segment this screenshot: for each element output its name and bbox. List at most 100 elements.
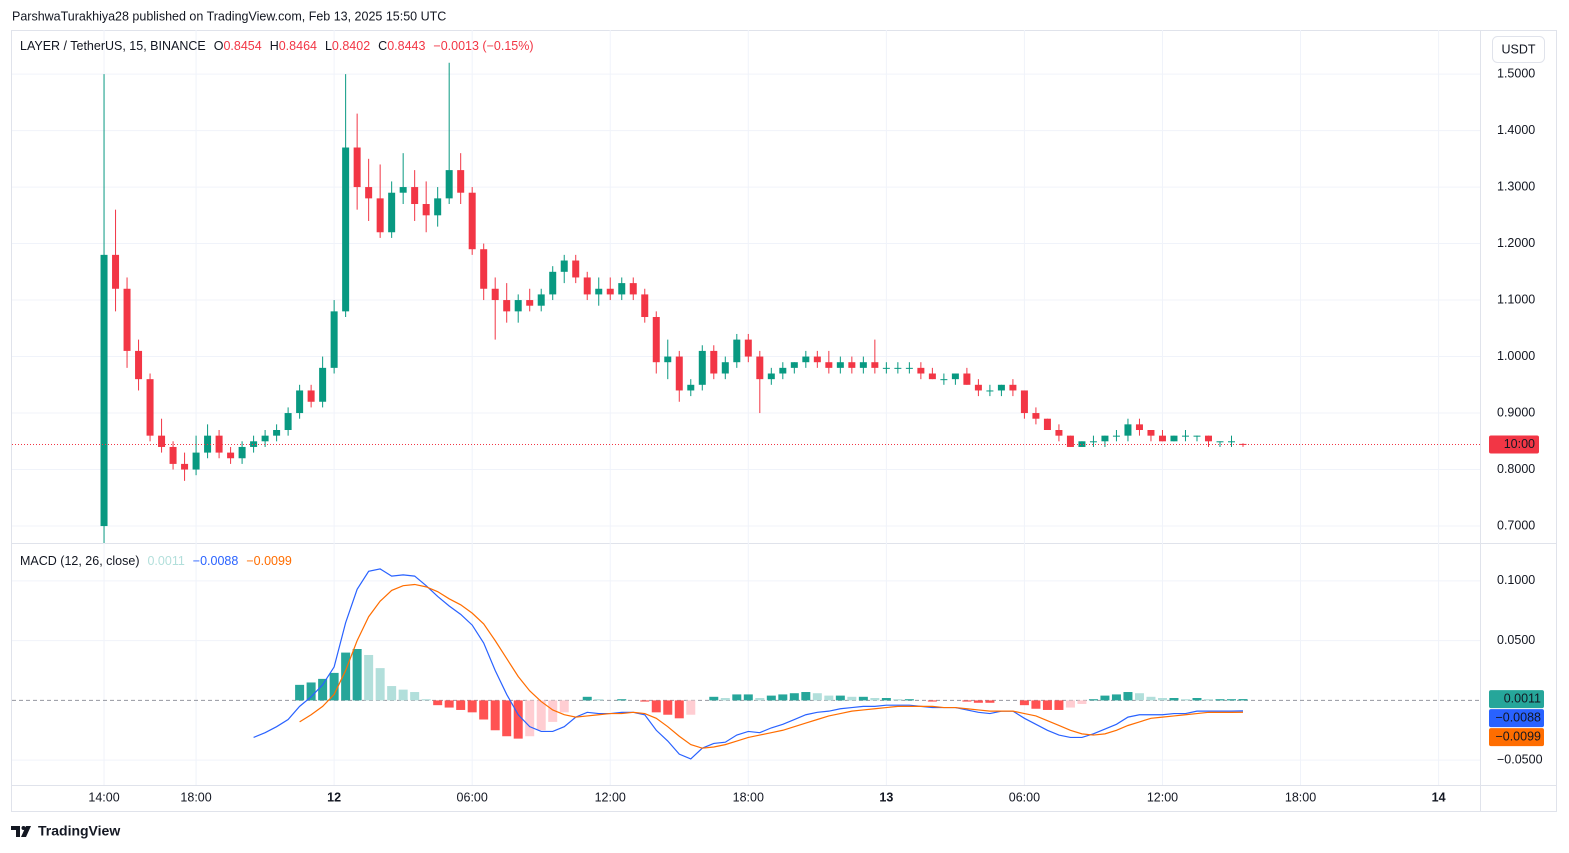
candle-body (802, 356, 810, 363)
candle-body (1112, 435, 1120, 437)
y-tick-label: 0.7000 (1497, 518, 1535, 532)
histogram-bar (709, 696, 719, 701)
candle-body (629, 283, 637, 295)
candle-body (744, 339, 752, 357)
histogram-bar (1100, 695, 1110, 701)
candle-body (1066, 435, 1074, 447)
candle-body (986, 390, 994, 392)
candle-body (330, 311, 338, 368)
x-tick-label: 12:00 (1147, 790, 1178, 804)
candle-body (503, 300, 511, 312)
candle-body (572, 260, 580, 278)
candle-body (1043, 418, 1051, 431)
currency-label[interactable]: USDT (1501, 42, 1535, 56)
candle-body (457, 170, 465, 193)
histogram-bar (352, 649, 362, 701)
histogram-bar (1042, 700, 1052, 710)
x-tick-label: 13 (879, 790, 893, 804)
candle-body (848, 362, 856, 368)
candle-body (1239, 443, 1247, 445)
candle-body (871, 362, 879, 368)
y-tick-label: 0.9000 (1497, 405, 1535, 419)
candle-body (583, 277, 591, 295)
candle-body (365, 187, 373, 199)
candle-body (917, 367, 925, 374)
x-tick-label: 06:00 (457, 790, 488, 804)
histogram-bar (1169, 697, 1179, 701)
candle-body (721, 362, 729, 374)
histogram-bar (1134, 693, 1144, 701)
candle-body (779, 367, 787, 374)
histogram-bar (743, 694, 753, 701)
histogram-bar (456, 700, 466, 710)
histogram-bar (1180, 699, 1190, 701)
candle-body (882, 367, 890, 369)
currency-button-box[interactable] (1492, 36, 1545, 63)
candle-body (940, 379, 948, 381)
value-tag-label: −0.0088 (1495, 710, 1541, 724)
histogram-bar (1123, 692, 1133, 701)
candle-body (905, 367, 913, 369)
candle-body (710, 350, 718, 374)
histogram-bar (444, 700, 454, 708)
candle-body (146, 379, 154, 436)
macd-line-value: −0.0088 (193, 554, 239, 568)
histogram-bar (617, 699, 627, 701)
ohlc-value: 0.8402 (332, 39, 370, 53)
histogram-bar (525, 700, 535, 737)
candle-body (537, 294, 545, 306)
histogram-bar (295, 684, 305, 701)
y-tick-label: 0.1000 (1497, 573, 1535, 587)
currency-button[interactable]: USDT (1492, 36, 1545, 63)
histogram-bar (341, 652, 351, 701)
histogram-bar (421, 699, 431, 701)
candle-body (491, 288, 499, 301)
candle-body (756, 356, 764, 380)
candle-body (687, 384, 695, 391)
candle-body (836, 362, 844, 368)
candle-body (445, 170, 453, 199)
histogram-bar (766, 695, 776, 701)
symbol-legend: LAYER / TetherUS, 15, BINANCE O0.8454 H0.8… (20, 39, 534, 53)
histogram-bar (1031, 700, 1041, 709)
candle-body (342, 147, 350, 312)
last-price-tag (1489, 435, 1539, 454)
signal-line-value: −0.0099 (246, 554, 292, 568)
y-tick-label: 0.8000 (1497, 462, 1535, 476)
candle-body (1032, 413, 1040, 419)
histogram-bar (1157, 697, 1167, 701)
x-tick-label: 06:00 (1009, 790, 1040, 804)
x-tick-label: 12:00 (595, 790, 626, 804)
value-tag (1489, 709, 1544, 728)
candle-body (618, 283, 626, 295)
histogram-bar (548, 700, 558, 722)
y-tick-label: 1.4000 (1497, 123, 1535, 137)
histogram-bar (847, 696, 857, 701)
histogram-bar (812, 693, 822, 701)
y-tick-label: −0.0500 (1497, 752, 1543, 766)
candle-body (399, 187, 407, 193)
histogram-bar (318, 678, 328, 701)
histogram-bar (904, 699, 914, 701)
candle-body (1009, 384, 1017, 391)
candle-body (859, 362, 867, 368)
candle-body (1170, 435, 1178, 442)
candle-body (974, 384, 982, 391)
published-line: ParshwaTurakhiya28 published on TradingV… (12, 9, 446, 23)
logo-shape (11, 826, 20, 837)
histogram-bar (962, 700, 972, 702)
candle-body (790, 362, 798, 368)
histogram-bar (824, 695, 834, 701)
histogram-bar (870, 697, 880, 701)
histogram-bar (720, 697, 730, 701)
histogram-bar (893, 699, 903, 701)
candle-body (951, 373, 959, 380)
histogram-bar (732, 694, 742, 701)
candle-body (1020, 390, 1028, 414)
change-value: −0.0013 (−0.15%) (433, 39, 533, 53)
candle-body (1216, 441, 1224, 443)
candle-body (698, 350, 706, 385)
ohlc-letter: H (270, 39, 279, 53)
candle-body (227, 452, 235, 459)
logo-shape (21, 826, 31, 837)
